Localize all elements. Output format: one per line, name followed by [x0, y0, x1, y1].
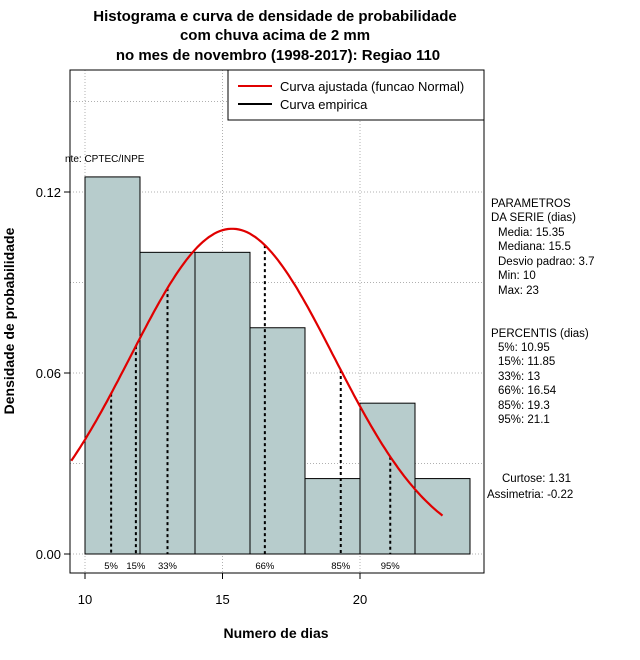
- percentil-85: 85%: 19.3: [498, 400, 550, 412]
- y-axis-label: Densidade de probabilidade: [1, 227, 17, 414]
- legend-label-normal: Curva ajustada (funcao Normal): [280, 79, 464, 94]
- histogram-bar: [84, 176, 141, 555]
- y-tick-label: 0.00: [36, 547, 61, 562]
- source-text: nte: CPTEC/INPE: [65, 154, 145, 165]
- x-tick-label: 15: [215, 592, 229, 607]
- assimetria: Assimetria: -0.22: [487, 489, 573, 501]
- param-desvio: Desvio padrao: 3.7: [498, 256, 595, 268]
- percentile-label: 5%: [104, 561, 118, 572]
- legend: Curva ajustada (funcao Normal) Curva emp…: [227, 69, 485, 121]
- legend-label-empirical: Curva empirica: [280, 97, 368, 112]
- percentile-lines: 5% 15% 33% 66% 85% 95%: [104, 245, 400, 572]
- histogram-bar: [414, 478, 471, 555]
- percentil-5: 5%: 10.95: [498, 342, 550, 354]
- histogram-bar: [194, 251, 251, 555]
- percentile-label: 66%: [255, 561, 275, 572]
- chart-title-line-2: com chuva acima de 2 mm: [180, 27, 370, 44]
- normal-curve: [70, 227, 444, 517]
- axes: 10 15 20 0.00 0.06 0.12: [36, 185, 368, 607]
- percentile-label: 15%: [126, 561, 146, 572]
- chart-title-line-1: Histograma e curva de densidade de proba…: [93, 8, 456, 25]
- param-max: Max: 23: [498, 285, 539, 297]
- percentile-label: 95%: [381, 561, 401, 572]
- percentil-15: 15%: 11.85: [498, 356, 555, 368]
- percentil-33: 33%: 13: [498, 371, 540, 383]
- x-axis-label: Numero de dias: [223, 625, 328, 641]
- param-media: Media: 15.35: [498, 227, 565, 239]
- y-tick-label: 0.06: [36, 366, 61, 381]
- percentile-label: 85%: [331, 561, 351, 572]
- params-title-1: PARAMETROS: [491, 198, 571, 210]
- percentil-95: 95%: 21.1: [498, 414, 550, 426]
- param-min: Min: 10: [498, 270, 536, 282]
- normal-curve-line: [70, 227, 444, 517]
- curtose: Curtose: 1.31: [502, 473, 571, 485]
- histogram-bars: [84, 176, 471, 555]
- histogram-bar: [304, 478, 361, 555]
- percentis-title: PERCENTIS (dias): [491, 328, 589, 340]
- chart-title-line-3: no mes de novembro (1998-2017): Regiao 1…: [116, 47, 440, 64]
- percentile-label: 33%: [158, 561, 178, 572]
- param-mediana: Mediana: 15.5: [498, 241, 571, 253]
- histogram-bar: [249, 327, 306, 555]
- side-panel: PARAMETROS DA SERIE (dias) Media: 15.35 …: [487, 198, 595, 501]
- legend-box: [227, 69, 485, 121]
- x-tick-label: 20: [353, 592, 367, 607]
- x-tick-label: 10: [78, 592, 92, 607]
- y-tick-label: 0.12: [36, 185, 61, 200]
- percentil-66: 66%: 16.54: [498, 385, 557, 397]
- params-title-2: DA SERIE (dias): [491, 212, 576, 224]
